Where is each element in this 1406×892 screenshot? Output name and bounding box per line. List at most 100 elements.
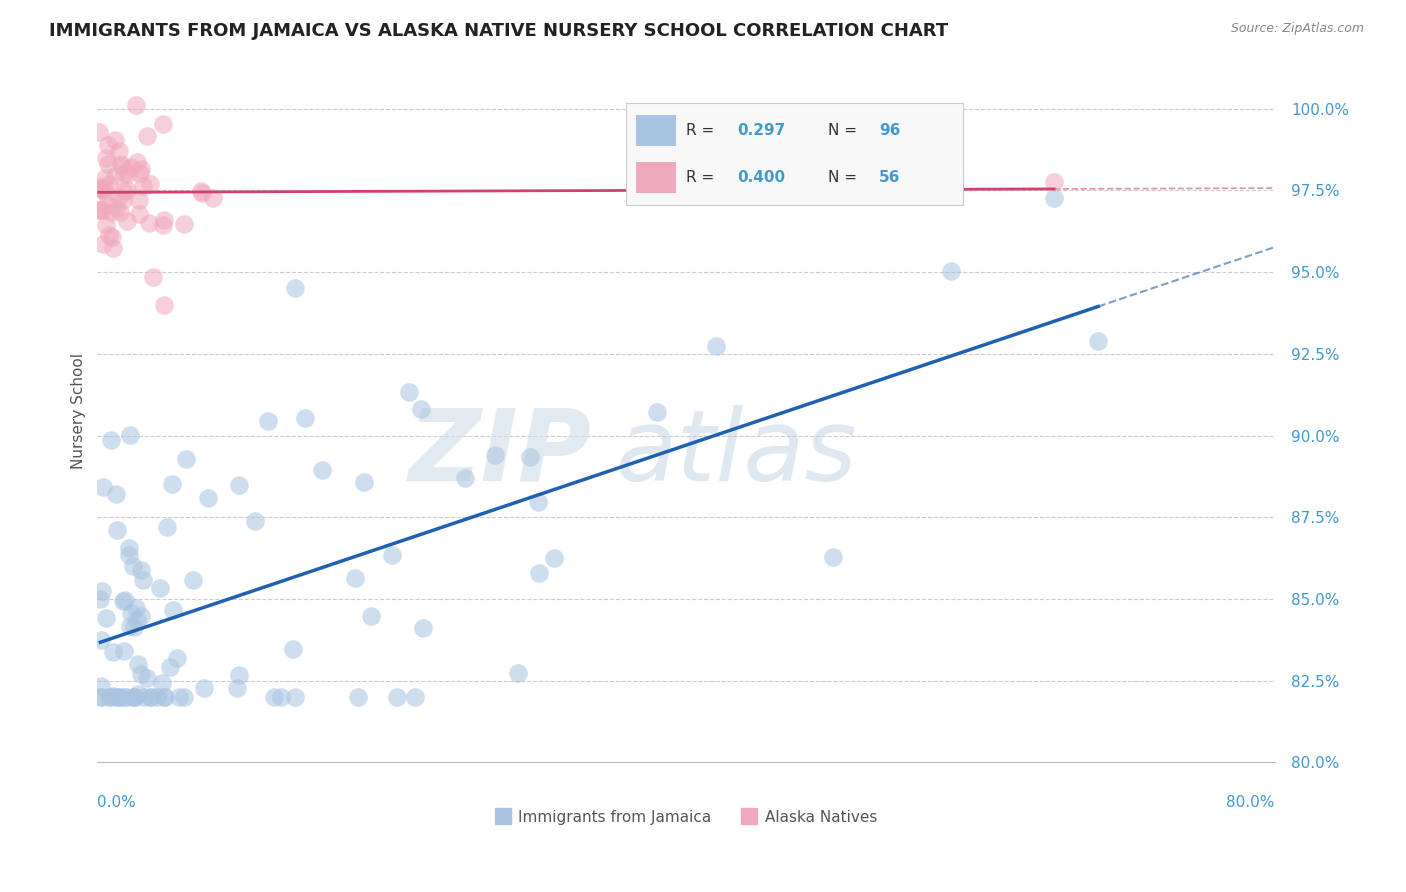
Point bbox=[129, 563, 152, 577]
Text: 0.400: 0.400 bbox=[737, 170, 785, 185]
Point bbox=[387, 690, 409, 704]
Point bbox=[132, 573, 155, 587]
Point bbox=[112, 166, 135, 180]
Point bbox=[114, 690, 136, 704]
Point bbox=[104, 133, 127, 147]
Text: ZIP: ZIP bbox=[409, 405, 592, 501]
Text: N =: N = bbox=[828, 123, 858, 137]
Point bbox=[117, 167, 139, 181]
Text: 96: 96 bbox=[879, 123, 900, 137]
Point bbox=[93, 236, 115, 251]
Point bbox=[125, 613, 148, 627]
Point bbox=[94, 611, 117, 625]
Point bbox=[114, 593, 136, 607]
Bar bbox=[636, 115, 676, 145]
Point bbox=[93, 170, 115, 185]
Point bbox=[110, 157, 132, 171]
Point bbox=[197, 491, 219, 505]
Point bbox=[160, 477, 183, 491]
Point bbox=[381, 548, 404, 562]
Point bbox=[129, 667, 152, 681]
Point bbox=[134, 690, 156, 704]
Point bbox=[411, 402, 433, 417]
Point bbox=[124, 690, 146, 704]
Point bbox=[115, 214, 138, 228]
Point bbox=[104, 487, 127, 501]
Point bbox=[127, 657, 149, 672]
Point bbox=[228, 478, 250, 492]
Point bbox=[129, 608, 152, 623]
Point bbox=[173, 690, 195, 704]
Point bbox=[90, 679, 112, 693]
Point bbox=[90, 182, 112, 196]
Point bbox=[166, 651, 188, 665]
Point bbox=[353, 475, 375, 489]
Point bbox=[527, 566, 550, 581]
Point bbox=[111, 193, 134, 207]
Point bbox=[162, 603, 184, 617]
Point bbox=[454, 471, 477, 485]
Point bbox=[484, 448, 506, 462]
Point bbox=[118, 428, 141, 442]
Point bbox=[122, 620, 145, 634]
Point bbox=[129, 162, 152, 177]
Point bbox=[98, 227, 121, 242]
Point bbox=[152, 117, 174, 131]
Point bbox=[91, 182, 114, 196]
Bar bbox=[636, 162, 676, 193]
Text: Source: ZipAtlas.com: Source: ZipAtlas.com bbox=[1230, 22, 1364, 36]
Point bbox=[108, 690, 131, 704]
Point bbox=[124, 690, 146, 704]
Point bbox=[543, 550, 565, 565]
Point bbox=[87, 202, 110, 217]
Point bbox=[153, 690, 176, 704]
Point bbox=[149, 581, 172, 595]
Point bbox=[96, 196, 118, 211]
Point bbox=[159, 660, 181, 674]
Point bbox=[100, 205, 122, 219]
Point bbox=[108, 144, 131, 158]
Point bbox=[284, 281, 307, 295]
Point bbox=[125, 97, 148, 112]
Point bbox=[121, 690, 143, 704]
Point bbox=[98, 177, 121, 191]
Point bbox=[138, 216, 160, 230]
Point bbox=[1043, 191, 1066, 205]
Point bbox=[228, 668, 250, 682]
Point bbox=[87, 125, 110, 139]
Point bbox=[121, 559, 143, 574]
Point bbox=[89, 180, 111, 194]
Point bbox=[139, 690, 162, 704]
Point bbox=[190, 184, 212, 198]
Point bbox=[89, 202, 111, 217]
Point bbox=[225, 681, 247, 695]
Text: R =: R = bbox=[686, 123, 714, 137]
Point bbox=[111, 159, 134, 173]
Point bbox=[181, 574, 204, 588]
Point bbox=[93, 182, 115, 196]
Point bbox=[704, 339, 727, 353]
Point bbox=[243, 514, 266, 528]
Point bbox=[114, 690, 136, 704]
Point bbox=[103, 241, 125, 255]
Point bbox=[823, 550, 845, 565]
Point bbox=[101, 689, 124, 703]
Point bbox=[110, 205, 132, 219]
Point bbox=[519, 450, 541, 464]
Point bbox=[173, 217, 195, 231]
Point bbox=[152, 675, 174, 690]
Point bbox=[90, 202, 112, 217]
Point bbox=[120, 160, 142, 174]
Point bbox=[294, 411, 316, 425]
Point bbox=[124, 601, 146, 615]
Point bbox=[104, 201, 127, 215]
Point bbox=[105, 524, 128, 538]
Point bbox=[107, 190, 129, 204]
Point bbox=[257, 414, 280, 428]
Point bbox=[167, 690, 190, 704]
Point bbox=[645, 405, 668, 419]
Text: 80.0%: 80.0% bbox=[1226, 795, 1275, 810]
Point bbox=[91, 480, 114, 494]
Point bbox=[347, 690, 370, 704]
Point bbox=[136, 128, 159, 143]
